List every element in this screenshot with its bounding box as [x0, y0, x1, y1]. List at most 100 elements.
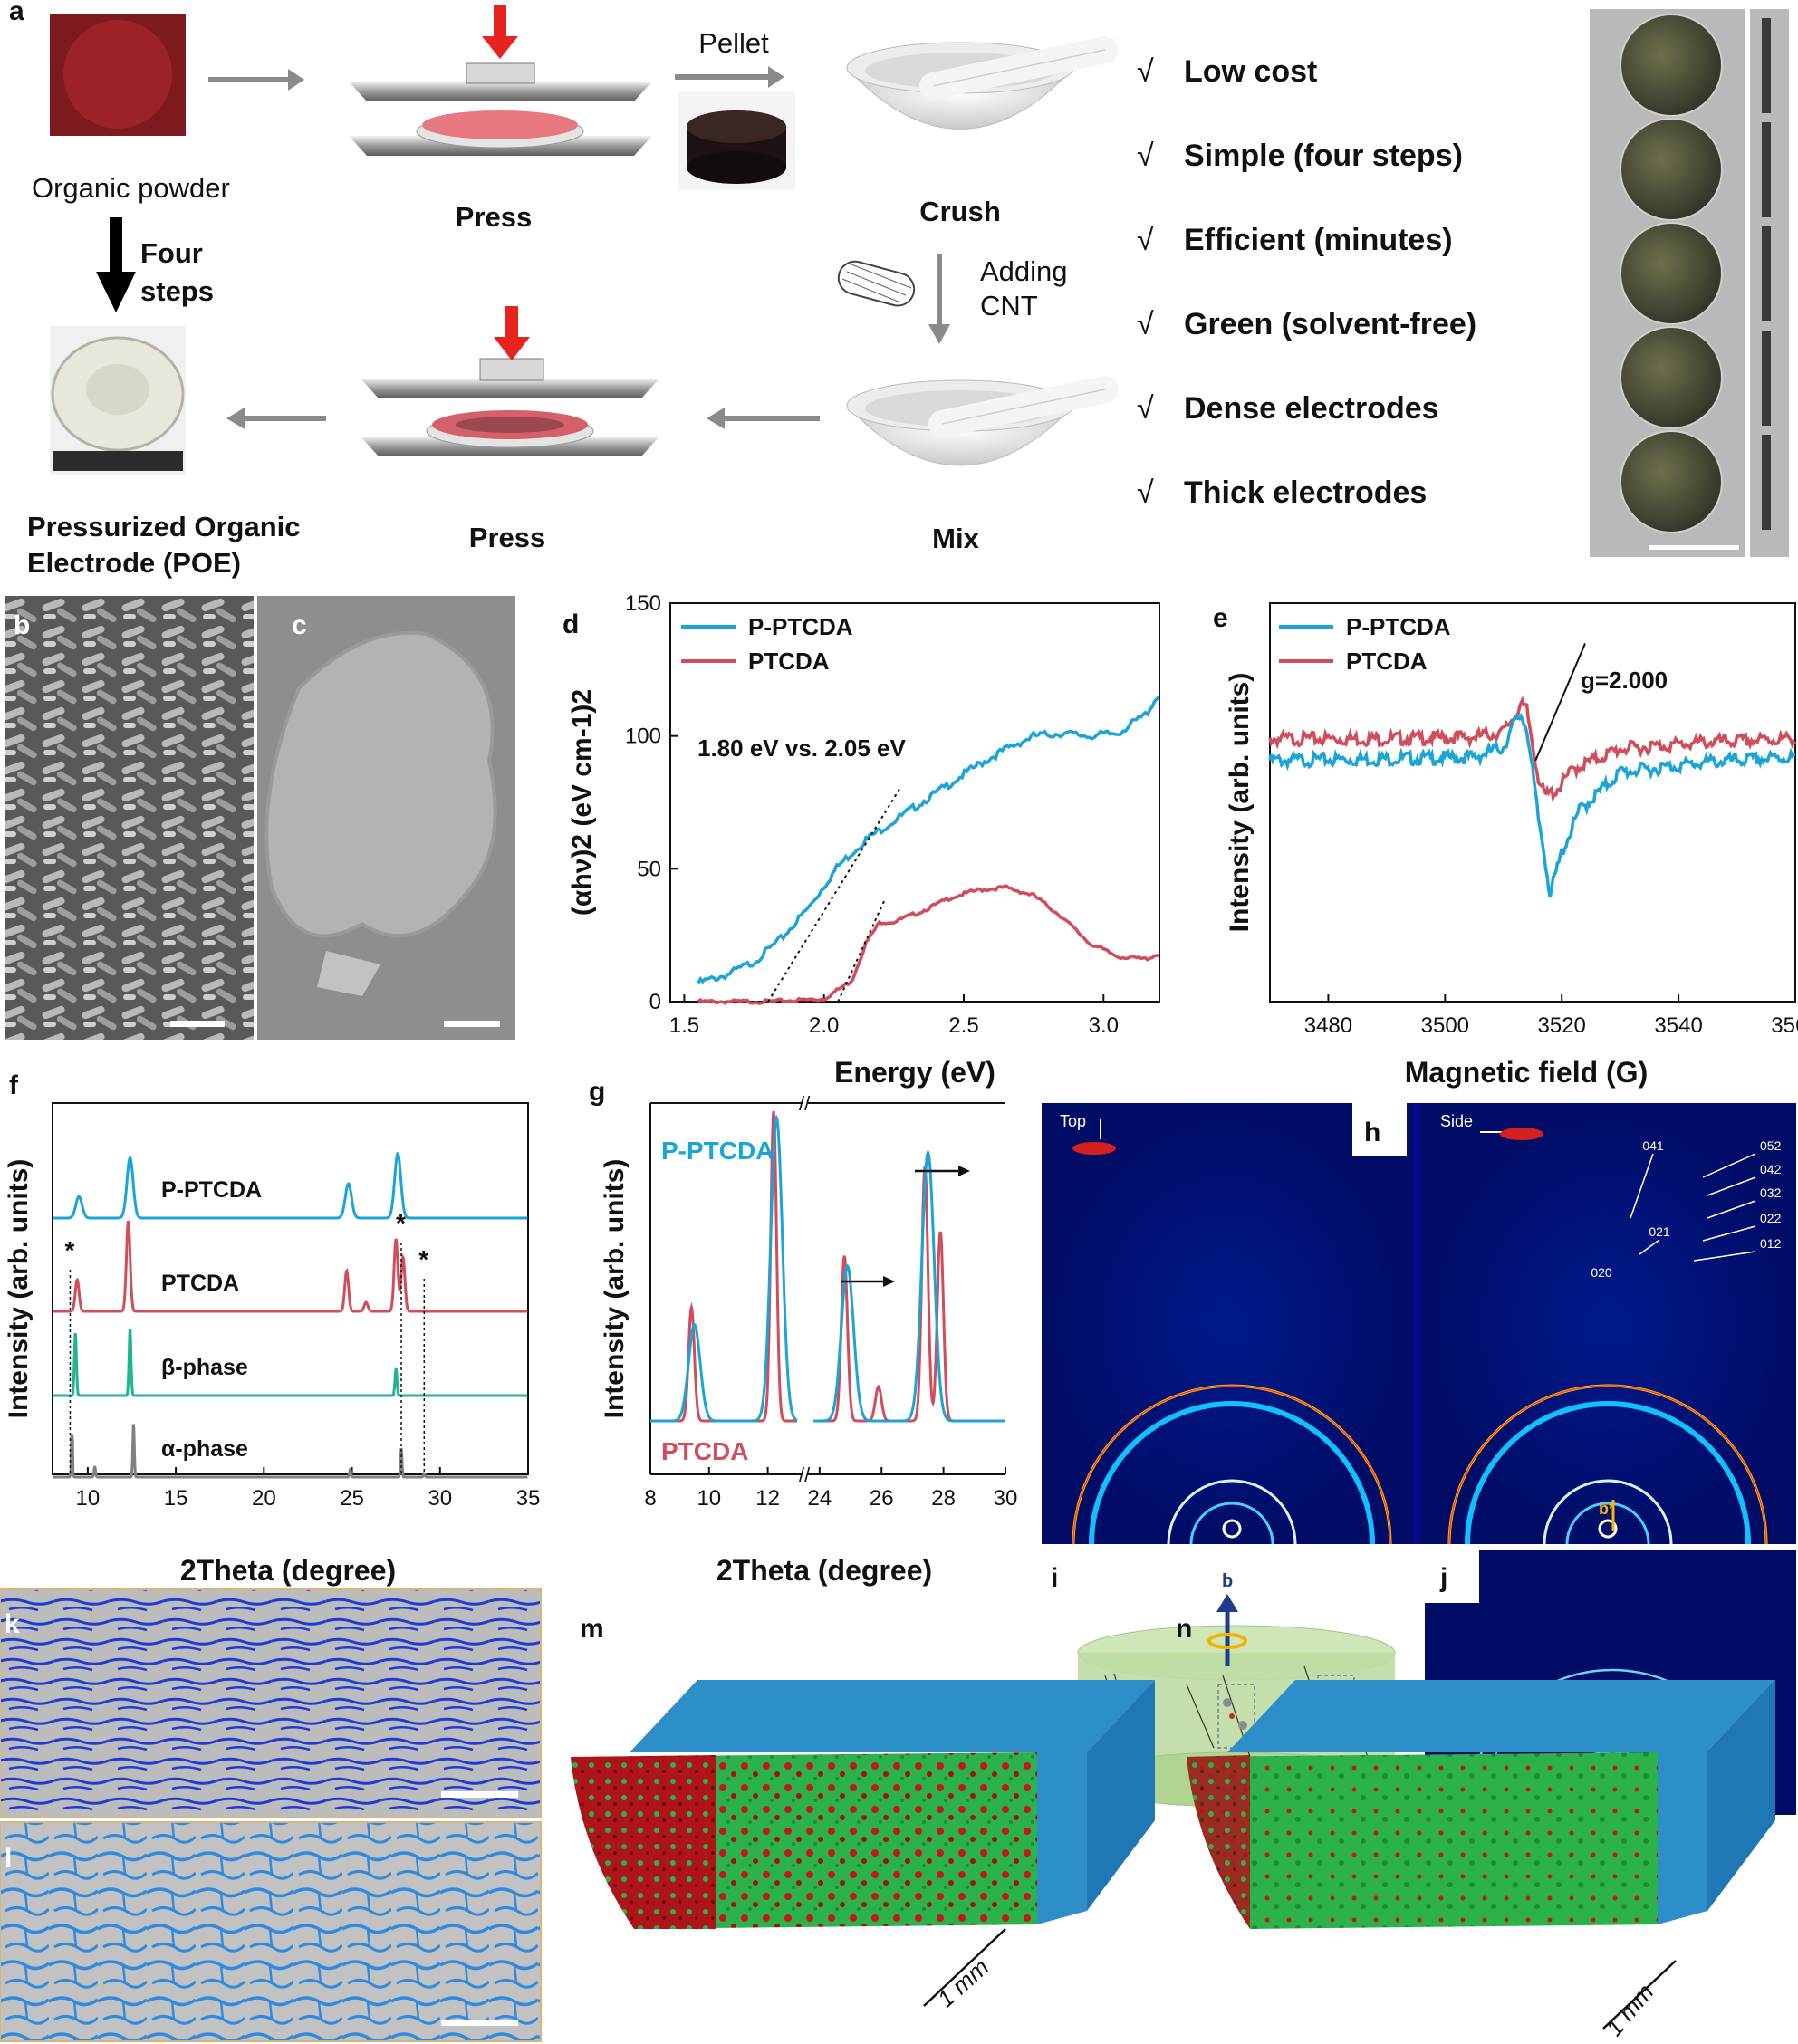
x-axis-label: 2Theta (degree): [180, 1554, 396, 1587]
x-tick-label: 3500: [1421, 1013, 1469, 1038]
sample-disc-icon-side: [1500, 1128, 1543, 1140]
miller-index-label: 032: [1760, 1185, 1782, 1200]
axis-break-icon: //: [799, 1092, 811, 1115]
panel-l-ct: l: [0, 1821, 542, 2042]
arrowhead-right-1: [288, 69, 304, 91]
b-axis-label: b: [1222, 1571, 1233, 1591]
tangent-line: [767, 788, 900, 1003]
check-icon: √: [1137, 54, 1154, 89]
panel-letter-l: l: [5, 1844, 12, 1874]
x-tick-label: 3520: [1538, 1013, 1586, 1038]
annotation-arrow-icon: [1534, 643, 1586, 762]
organic-powder-label: Organic powder: [32, 172, 230, 204]
x-tick-label: 2.5: [948, 1013, 978, 1038]
pointer-arrow-icon: [1707, 1176, 1756, 1196]
advantage-item: Dense electrodes: [1184, 391, 1439, 426]
y-axis-label: Intensity (arb. units): [4, 1159, 34, 1419]
miller-index-label: 041: [1642, 1138, 1664, 1153]
panel-letter-i: i: [1051, 1563, 1058, 1593]
pointer-arrow-icon: [1630, 1153, 1654, 1219]
panel-letter-j: j: [1439, 1563, 1447, 1593]
x-tick-label: 24: [807, 1486, 832, 1511]
x-tick-label: 28: [931, 1486, 956, 1511]
panel-letter-m: m: [580, 1614, 604, 1644]
annotation: 1.80 eV vs. 2.05 eV: [697, 734, 907, 762]
peak-marker: *: [396, 1209, 406, 1237]
panel-letter-f: f: [9, 1070, 19, 1100]
pellet-label: Pellet: [698, 27, 769, 59]
poe-label-1: Pressurized Organic: [27, 511, 301, 542]
series-line: [53, 1151, 528, 1220]
chart-panel-f: 10 15 20 25 30 35 2Theta (degree) Intensity (ar…: [4, 1102, 541, 1587]
press-illustration-top: [349, 5, 652, 156]
scale-label-m: 1 mm: [932, 1953, 994, 2013]
press-label-bottom: Press: [469, 522, 545, 553]
x-tick-label: 30: [994, 1486, 1018, 1511]
x-tick-label: 10: [697, 1486, 721, 1511]
series-line: [1268, 696, 1797, 803]
legend-label: PTCDA: [748, 648, 830, 675]
series-label: β-phase: [161, 1355, 248, 1380]
miller-indices: 041 052 042 032 021 022 012 020: [1591, 1138, 1781, 1280]
x-tick-label: 3480: [1304, 1013, 1352, 1038]
scale-bar-c: [444, 1021, 500, 1027]
rotation-icon: [1207, 1633, 1247, 1649]
plot-frame: [52, 1102, 529, 1475]
check-icon: √: [1137, 223, 1154, 257]
mix-label: Mix: [932, 523, 979, 554]
x-axis-label: Energy (eV): [834, 1056, 995, 1089]
check-icon: √: [1137, 307, 1154, 341]
y-tick-label: 0: [649, 990, 661, 1014]
series-line: [53, 1328, 528, 1397]
advantage-item: Green (solvent-free): [1184, 307, 1476, 341]
check-icon: √: [1137, 139, 1154, 173]
panel-letter-d: d: [562, 609, 579, 639]
advantage-item: Low cost: [1184, 54, 1317, 89]
panel-letter-a: a: [9, 0, 24, 26]
x-tick-label: 15: [164, 1486, 188, 1511]
axis-break-icon: //: [799, 1463, 811, 1486]
x-tick-label: 12: [755, 1486, 780, 1511]
legend-label: P-PTCDA: [748, 613, 853, 640]
panel-letter-b: b: [14, 610, 30, 640]
miller-index-label: 012: [1760, 1236, 1782, 1251]
series-label: P-PTCDA: [161, 1177, 262, 1203]
panel-letter-n: n: [1176, 1614, 1192, 1644]
chart-panel-g: // // 8 10 12 24 26 28 30 2Theta (degree) Intensit…: [600, 1092, 1017, 1587]
adding-cnt-label-1: Adding: [980, 255, 1068, 287]
series-line: [1268, 712, 1796, 898]
advantages-list: √ Low cost √ Simple (four steps) √ Efficient …: [1137, 54, 1476, 510]
panel-letter-c: c: [292, 610, 307, 640]
pointer-arrow-icon: [1639, 1239, 1660, 1255]
x-tick-label: 3540: [1654, 1013, 1702, 1038]
plot-frame: [1269, 602, 1796, 1003]
x-tick-label: 3560: [1771, 1013, 1798, 1038]
b-star-label: b*: [1599, 1500, 1615, 1518]
panel-m-3d: m 1 mm: [571, 1614, 1155, 2012]
pointer-arrow-icon: [1702, 1225, 1756, 1242]
shift-arrowhead-icon: [958, 1166, 970, 1176]
x-tick-label: 35: [516, 1486, 541, 1511]
shift-arrowhead-icon: [883, 1276, 895, 1287]
panel-c-sem: c: [257, 596, 515, 1040]
chart-panel-e: 3480 3500 3520 3540 3560 Magnetic field (G) In…: [1225, 602, 1798, 1089]
pointer-arrow-icon: [1707, 1200, 1756, 1219]
crush-label: Crush: [919, 196, 1001, 227]
four-steps-label-1: Four: [140, 237, 203, 269]
x-axis-label: Magnetic field (G): [1405, 1056, 1648, 1089]
series-line: [53, 1220, 528, 1313]
y-axis-label: Intensity (arb. units): [1225, 673, 1255, 933]
series-line: [650, 1114, 798, 1423]
series-line: [697, 884, 1159, 1005]
y-axis-label: Intensity (arb. units): [600, 1159, 630, 1419]
legend-label: PTCDA: [1346, 648, 1428, 675]
y-tick-label: 150: [625, 591, 661, 616]
x-tick-label: 26: [870, 1486, 894, 1511]
x-axis-label: 2Theta (degree): [716, 1554, 932, 1587]
x-tick-label: 8: [644, 1486, 656, 1511]
scale-bar-a: [1649, 545, 1739, 550]
x-tick-label: 25: [340, 1486, 364, 1511]
panel-h-diffraction: h Top Side 041 052 042 032 021 022 012 020 b*: [1042, 1103, 1796, 1545]
y-axis-label: (αhν)2 (eV cm-1)2: [567, 689, 597, 916]
sample-disc-icon-top: [1072, 1142, 1116, 1155]
